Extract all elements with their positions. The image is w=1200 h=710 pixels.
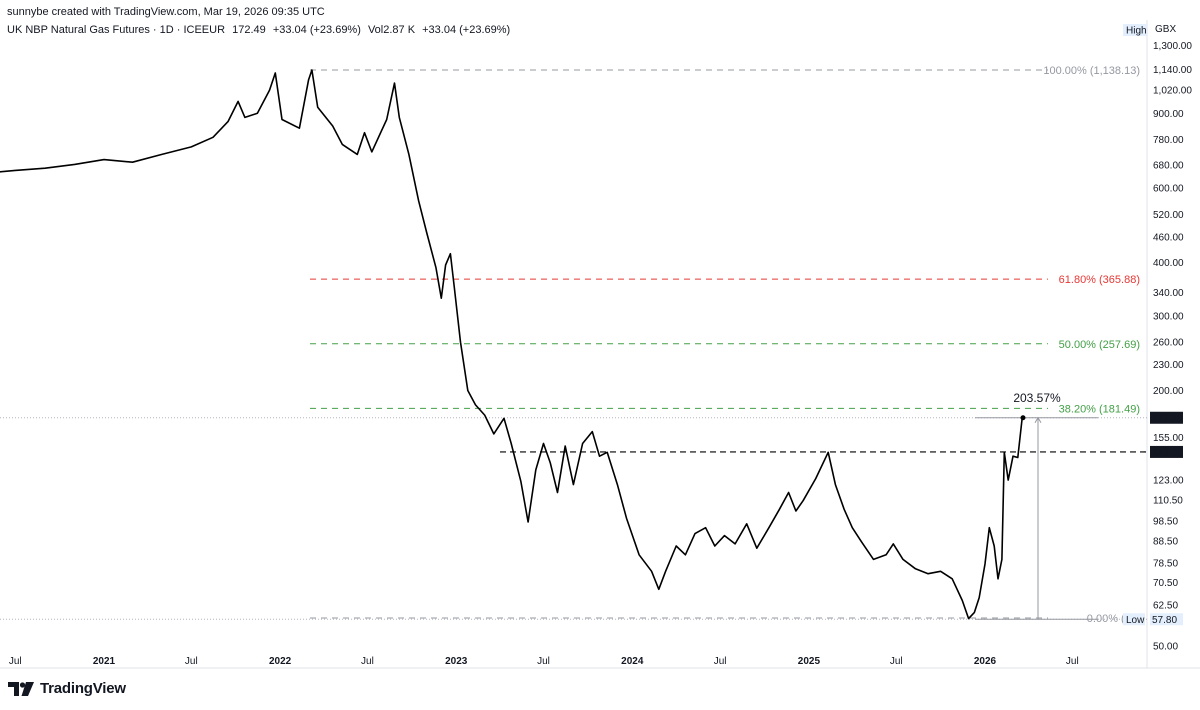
y-tick-label: 1,140.00 [1153,65,1192,76]
y-tick-label: 155.00 [1153,433,1184,444]
y-tick-label: 600.00 [1153,183,1184,194]
y-tick-label: 520.00 [1153,210,1184,221]
y-tick-label: 62.50 [1153,600,1178,611]
measure-label: 203.57% [1013,391,1061,405]
x-tick-label: 2026 [974,656,997,667]
x-tick-label: Jul [9,656,22,667]
last-price-tag-bg [1150,411,1183,424]
fib-level-label: 61.80% (365.88) [1059,274,1140,286]
axis-currency-label: GBX [1155,24,1176,35]
x-tick-label: 2024 [621,656,644,667]
x-tick-label: Jul [185,656,198,667]
y-tick-label: 123.00 [1153,476,1184,487]
low-price-tag-bg [1150,613,1183,626]
tradingview-logo[interactable]: TradingView [8,680,126,697]
y-tick-label: 1,300.00 [1153,41,1192,52]
price-axis: GBX 1,300.00 1,140.00 1,020.00 900.00 780.00 6… [1153,24,1192,652]
y-tick-label: 460.00 [1153,232,1184,243]
y-tick-label: 98.50 [1153,517,1178,528]
symbol-legend: UK NBP Natural Gas Futures · 1D · ICEEUR… [7,24,514,36]
hline-price-tag-bg [1150,445,1183,458]
gridlines [0,20,1200,669]
high-label: High [1126,26,1147,37]
y-tick-label: 780.00 [1153,135,1184,146]
volume-label: Vol [367,24,384,36]
price-range-measure: 203.57% [975,391,1098,620]
y-tick-label: 300.00 [1153,311,1184,322]
symbol-name[interactable]: UK NBP Natural Gas Futures · 1D · ICEEUR [7,24,226,36]
x-tick-label: 2022 [269,656,292,667]
last-price: 172.49 [232,24,266,36]
x-tick-label: 2023 [445,656,468,667]
fib-level-label: 100.00% (1,138.13) [1043,65,1140,77]
hline-price-tag: 143.30 [1152,447,1183,458]
high-label-bg [1123,24,1147,36]
measure-arrowhead [1034,416,1042,424]
time-axis: Jul 2021 Jul 2022 Jul 2023 Jul 2024 Jul 2025 Jul 20… [9,656,1079,667]
y-tick-label: 70.50 [1153,578,1178,589]
horizontal-line-143 [0,417,1147,620]
y-tick-label: 900.00 [1153,109,1184,120]
x-tick-label: Jul [714,656,727,667]
price-line[interactable] [0,69,1023,620]
fibonacci-retracement: 100.00% (1,138.13) 61.80% (365.88) 50.00% … [310,65,1140,625]
y-tick-label: 200.00 [1153,386,1184,397]
y-tick-label: 230.00 [1153,360,1184,371]
y-tick-label: 260.00 [1153,338,1184,349]
x-tick-label: Jul [361,656,374,667]
fib-level-label: 38.20% (181.49) [1059,403,1140,415]
tradingview-logo-icon [8,681,34,696]
price-markers: 172.49 143.30 57.80 Low High [1123,24,1183,626]
x-tick-label: 2021 [93,656,116,667]
price-series [0,69,1023,620]
last-price-tag: 172.49 [1152,413,1183,424]
low-label: Low [1126,615,1145,626]
y-tick-label: 78.50 [1153,558,1178,569]
y-tick-label: 88.50 [1153,536,1178,547]
y-tick-label: 110.50 [1153,495,1183,506]
price-change: +33.04 (+23.69%) [272,24,361,36]
x-tick-label: Jul [890,656,903,667]
chart-credit: sunnybe created with TradingView.com, Ma… [7,6,325,18]
y-tick-label: 680.00 [1153,160,1184,171]
y-tick-label: 340.00 [1153,288,1184,299]
y-tick-label: 400.00 [1153,258,1184,269]
volume-change: +33.04 (+23.69%) [422,24,511,36]
low-price-tag: 57.80 [1152,615,1177,626]
y-tick-label: 50.00 [1153,641,1178,652]
volume-value: 2.87 K [383,24,416,36]
x-tick-label: Jul [1066,656,1079,667]
x-tick-label: 2025 [798,656,821,667]
low-label-bg [1123,613,1145,626]
y-tick-label: 1,020.00 [1153,86,1192,97]
tradingview-wordmark: TradingView [40,680,126,697]
fib-level-label: 50.00% (257.69) [1059,339,1140,351]
x-tick-label: Jul [537,656,550,667]
